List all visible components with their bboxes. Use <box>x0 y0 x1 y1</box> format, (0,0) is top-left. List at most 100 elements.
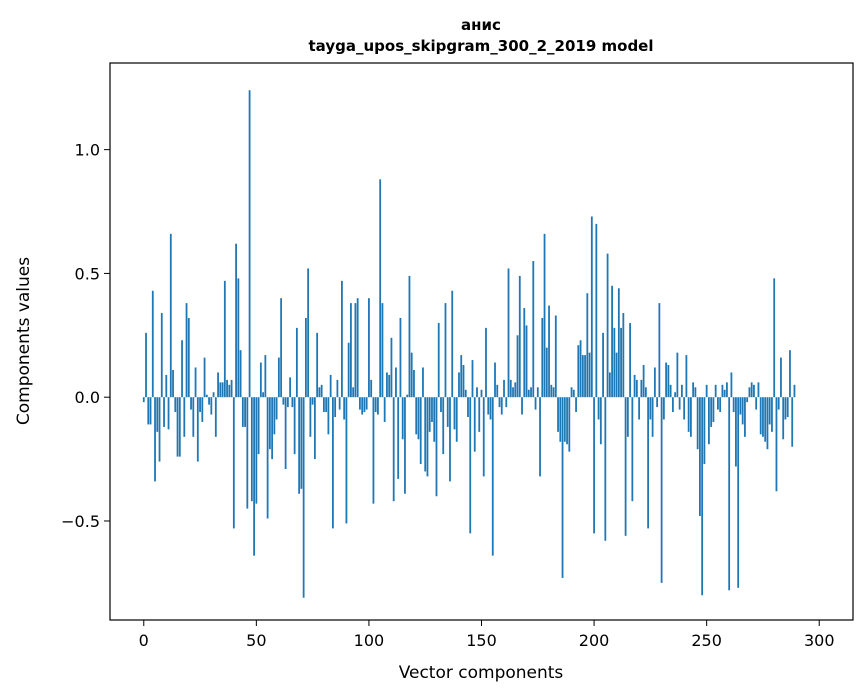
bar-44 <box>241 397 244 427</box>
bar-287 <box>789 350 791 398</box>
bar-269 <box>748 387 751 398</box>
bar-13 <box>172 369 174 398</box>
bar-127 <box>428 397 431 432</box>
bar-190 <box>570 387 573 398</box>
bar-119 <box>410 352 413 398</box>
bar-159 <box>500 397 503 415</box>
bar-286 <box>786 397 789 417</box>
bar-158 <box>498 397 501 408</box>
bar-199 <box>590 216 593 398</box>
bar-201 <box>595 223 598 398</box>
y-axis-ticks: −0.5 0.0 0.5 1.0 <box>61 141 110 531</box>
bar-109 <box>388 374 391 398</box>
bar-104 <box>377 397 379 415</box>
bar-6 <box>156 397 159 432</box>
bar-133 <box>442 397 445 455</box>
bar-195 <box>581 355 584 398</box>
bar-262 <box>732 397 735 413</box>
bar-285 <box>784 397 787 420</box>
bar-253 <box>712 397 715 422</box>
bar-212 <box>620 327 622 398</box>
bar-11 <box>167 397 170 430</box>
bar-86 <box>336 379 339 398</box>
bar-87 <box>338 397 341 410</box>
bar-284 <box>782 397 785 440</box>
bar-148 <box>476 387 478 398</box>
bar-194 <box>579 340 582 398</box>
bar-125 <box>424 397 427 472</box>
bar-247 <box>699 397 701 517</box>
bar-238 <box>678 397 681 410</box>
bar-157 <box>496 384 499 398</box>
bar-61 <box>280 298 283 398</box>
bar-95 <box>356 298 359 398</box>
bar-23 <box>194 367 197 398</box>
bar-68 <box>295 327 298 398</box>
bar-214 <box>624 397 627 536</box>
bar-224 <box>647 397 650 529</box>
bar-99 <box>365 397 368 410</box>
bar-79 <box>320 384 323 398</box>
y-tick-label: 0.0 <box>75 388 100 407</box>
bar-245 <box>694 387 697 398</box>
bar-59 <box>275 397 278 420</box>
bar-22 <box>192 397 195 437</box>
chart-title: анис <box>461 16 501 34</box>
bar-113 <box>397 397 400 479</box>
bar-229 <box>658 303 661 398</box>
bar-216 <box>629 322 631 398</box>
bar-279 <box>771 397 773 432</box>
bar-45 <box>244 397 246 427</box>
bar-151 <box>482 397 485 477</box>
bar-34 <box>219 382 222 398</box>
bar-259 <box>726 382 728 398</box>
bar-108 <box>386 372 388 398</box>
bar-241 <box>685 355 688 398</box>
bar-191 <box>572 389 575 398</box>
bar-52 <box>259 362 262 398</box>
bar-145 <box>469 397 472 534</box>
bar-64 <box>286 397 289 408</box>
chart-subtitle: tayga_upos_skipgram_300_2_2019 model <box>309 37 654 55</box>
bar-65 <box>289 377 292 398</box>
bar-124 <box>422 367 424 398</box>
bar-38 <box>228 384 231 398</box>
bar-122 <box>417 397 420 440</box>
bar-235 <box>671 397 674 413</box>
bar-184 <box>557 397 559 432</box>
bar-227 <box>653 367 656 398</box>
bar-78 <box>318 387 321 398</box>
bar-188 <box>566 397 568 445</box>
bar-266 <box>741 397 744 425</box>
bar-138 <box>453 397 456 430</box>
bar-135 <box>446 397 449 427</box>
bar-80 <box>322 397 325 413</box>
bar-75 <box>311 397 314 405</box>
bar-17 <box>181 340 183 398</box>
bar-28 <box>205 394 208 398</box>
bar-248 <box>701 397 704 596</box>
bar-140 <box>458 372 460 398</box>
bar-252 <box>710 397 713 427</box>
bar-272 <box>755 397 758 410</box>
bar-85 <box>334 397 337 417</box>
bar-39 <box>230 379 233 398</box>
bar-57 <box>271 397 274 460</box>
bar-153 <box>487 397 490 415</box>
bar-265 <box>739 397 742 415</box>
bar-288 <box>791 397 794 447</box>
bar-225 <box>649 397 652 420</box>
bar-73 <box>307 268 310 398</box>
bar-15 <box>176 397 179 457</box>
bar-200 <box>593 397 595 534</box>
bar-172 <box>530 387 532 398</box>
bar-283 <box>780 357 782 398</box>
bar-211 <box>617 288 620 398</box>
bar-71 <box>302 397 305 598</box>
bar-142 <box>462 365 465 398</box>
bar-134 <box>444 303 447 398</box>
bar-270 <box>750 382 753 398</box>
bar-192 <box>575 397 577 413</box>
x-tick-label: 200 <box>579 631 610 650</box>
